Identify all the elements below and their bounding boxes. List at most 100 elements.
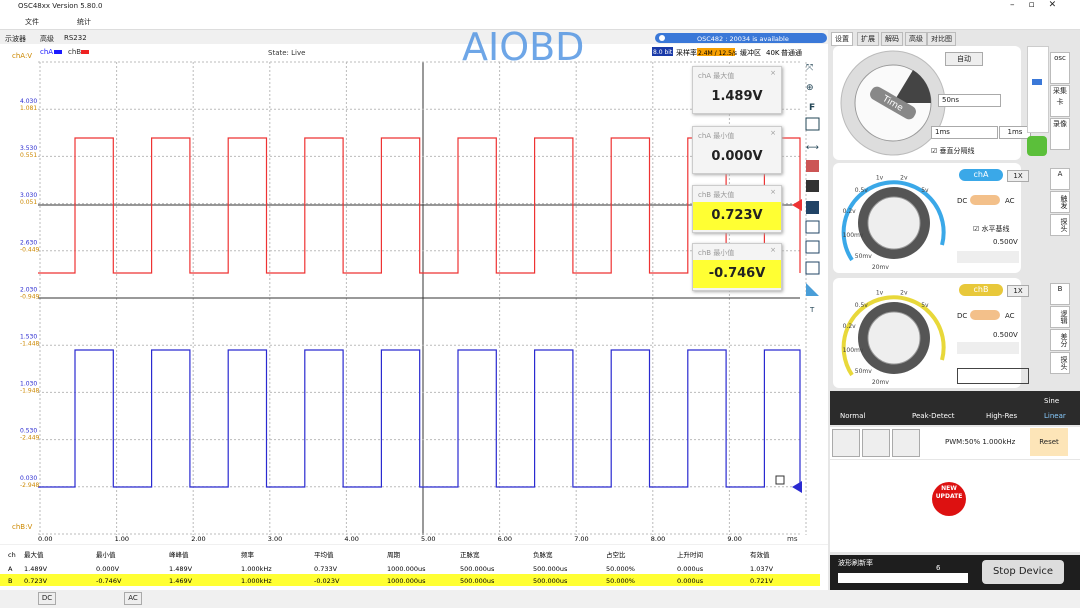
table-cell: 0.000V (96, 565, 120, 573)
menu-item[interactable]: 文件 (25, 18, 39, 26)
tool-icon[interactable] (805, 220, 820, 234)
tool-icon[interactable] (806, 160, 819, 172)
tool-icon[interactable] (806, 180, 819, 192)
probe-select[interactable]: 1X (1007, 170, 1029, 182)
x-tick-label: 7.00 (574, 535, 588, 543)
tool-icon[interactable] (805, 261, 820, 275)
marker-a[interactable] (792, 199, 802, 211)
auto-button[interactable]: 自动 (945, 52, 983, 66)
panel-tab[interactable]: 解码 (881, 32, 903, 46)
knob-label: 5v (921, 187, 929, 194)
tool-icon[interactable]: ⊕ (806, 83, 814, 93)
timebase-select[interactable]: 50ns (938, 94, 1001, 107)
notice-bar[interactable] (655, 33, 827, 43)
mode[interactable]: Normal (840, 412, 866, 420)
table-cell: A (8, 565, 13, 573)
tool-icon[interactable] (806, 283, 819, 296)
divider-check[interactable]: ☑ 垂直分隔线 (931, 147, 975, 155)
offset-slider[interactable] (957, 251, 1019, 263)
icon-button[interactable] (832, 429, 860, 457)
legend-a: chA (40, 48, 53, 56)
knob-label: 0.2v (843, 208, 857, 215)
side-tab[interactable]: 采集卡 (1050, 85, 1070, 117)
tab[interactable]: 示波器 (5, 35, 26, 43)
tool-icon[interactable]: F (809, 103, 815, 113)
refresh-slider[interactable] (838, 573, 968, 583)
refresh-button[interactable] (1027, 136, 1047, 156)
side-tab[interactable]: osc (1050, 52, 1070, 84)
coupling-switch[interactable] (970, 310, 1000, 320)
card-title: chA 最大值 (698, 72, 735, 80)
menu-item[interactable]: 统计 (77, 18, 91, 26)
panel-tab[interactable]: 对比图 (927, 32, 956, 46)
mode[interactable]: Peak-Detect (912, 412, 955, 420)
info-buffer-label: 缓冲区 (740, 48, 761, 57)
tab[interactable]: RS232 (64, 34, 87, 42)
logic-view[interactable] (957, 368, 1029, 384)
table-cell: 1.000kHz (241, 565, 272, 573)
side-tab[interactable]: 探头 (1050, 352, 1070, 374)
measure-card: chB 最小值 × -0.746V (692, 243, 782, 291)
tool-icon[interactable]: ⟷ (806, 143, 819, 153)
window-controls[interactable]: –▫✕ (1010, 0, 1071, 10)
offset-slider[interactable] (957, 342, 1019, 354)
coupling-switch[interactable] (970, 195, 1000, 205)
tool-icon[interactable]: ⤧ (806, 62, 813, 73)
knob-label: 50mv (855, 253, 872, 260)
time-select[interactable]: 1ms (931, 126, 998, 139)
x-tick-label: 8.00 (651, 535, 665, 543)
table-header: 峰峰值 (169, 550, 189, 559)
side-tab[interactable]: A (1050, 168, 1070, 190)
grid (38, 61, 807, 535)
tab[interactable]: 高级 (40, 35, 54, 43)
cha-toggle[interactable]: chA (959, 169, 1003, 181)
table-cell: 50.000% (606, 577, 635, 585)
side-tab[interactable]: 触发 (1050, 191, 1070, 213)
time-knob[interactable]: Time (838, 48, 948, 158)
y-tick-label: -2.449 (20, 435, 40, 442)
baseline-check[interactable]: ☑ 水平基线 (973, 225, 1010, 233)
window-title: OSC48xx Version 5.80.0 (18, 2, 103, 10)
table-cell: 0.721V (750, 577, 774, 585)
info-badge (652, 47, 673, 56)
knob-label: 100mv (843, 232, 864, 239)
mode[interactable]: Linear (1044, 412, 1066, 420)
reset-button[interactable]: Reset (1030, 428, 1068, 456)
stop-button[interactable]: Stop Device (982, 560, 1064, 584)
side-tab[interactable]: 探头 (1050, 214, 1070, 236)
notice: OSC482 : 20034 is available (697, 35, 789, 43)
panel-tab[interactable]: 设置 (831, 32, 853, 46)
side-tab[interactable]: 逻辑 (1050, 306, 1070, 328)
mode[interactable]: Sine (1044, 397, 1060, 405)
slider[interactable] (1027, 46, 1049, 133)
status-bar: DC AC (0, 590, 1080, 608)
pwm: PWM:50% 1.000kHz (945, 438, 1016, 446)
mode[interactable]: High-Res (986, 412, 1018, 420)
status-button[interactable]: AC (124, 592, 142, 605)
update-badge[interactable]: NEW UPDATE (932, 482, 966, 516)
side-tab[interactable]: 录像 (1050, 118, 1070, 150)
card-value: 1.489V (711, 89, 763, 104)
table-header: 正脉宽 (460, 550, 480, 559)
probe-select[interactable]: 1X (1007, 285, 1029, 297)
side-tab[interactable]: 差分 (1050, 329, 1070, 351)
tool-icon[interactable] (805, 240, 820, 254)
chb-toggle[interactable]: chB (959, 284, 1003, 296)
tool-icon[interactable] (805, 117, 820, 131)
marker-b[interactable] (792, 481, 802, 493)
table-cell: 0.733V (314, 565, 338, 573)
panel-tab[interactable]: 扩展 (857, 32, 879, 46)
icon-button[interactable] (892, 429, 920, 457)
table-cell: 1.489V (24, 565, 48, 573)
tool-icon[interactable] (806, 201, 819, 214)
baseline-label: 水平基线 (981, 225, 1010, 233)
panel-tab[interactable]: 高级 (905, 32, 927, 46)
side-tab[interactable]: B (1050, 283, 1070, 305)
checkbox[interactable] (775, 475, 785, 485)
icon-button[interactable] (862, 429, 890, 457)
y-label-b: chB:V (12, 523, 32, 531)
status-button[interactable]: DC (38, 592, 56, 605)
tool-icon[interactable]: T (809, 306, 815, 314)
